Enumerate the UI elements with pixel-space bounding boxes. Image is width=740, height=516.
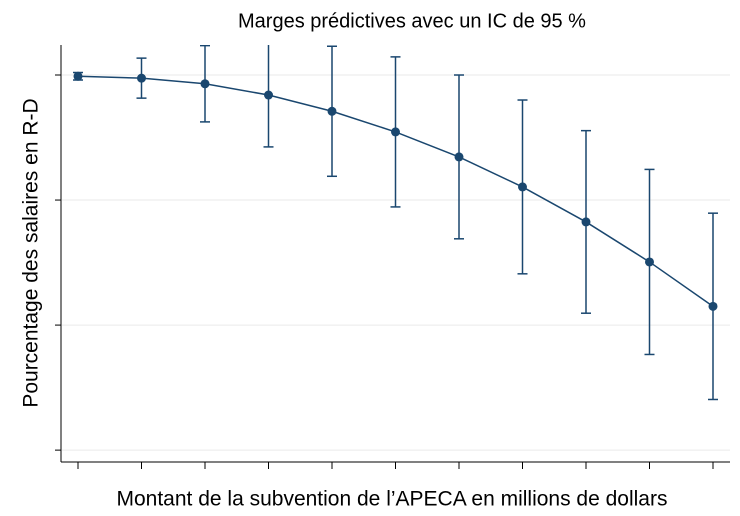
- point: [581, 217, 591, 227]
- x-axis-label: Montant de la subvention de l’APECA en m…: [117, 488, 668, 511]
- point: [645, 257, 654, 267]
- point: [391, 127, 400, 137]
- point: [264, 90, 273, 100]
- point: [518, 182, 527, 192]
- point: [73, 71, 83, 81]
- point: [708, 301, 718, 311]
- point: [200, 79, 210, 89]
- point: [137, 73, 146, 83]
- plot-area: [73, 45, 718, 401]
- chart-title: Marges prédictives avec un IC de 95 %: [238, 10, 586, 32]
- point: [454, 152, 464, 162]
- y-axis-label: Pourcentage des salaires en R-D: [20, 98, 43, 407]
- point: [327, 106, 337, 116]
